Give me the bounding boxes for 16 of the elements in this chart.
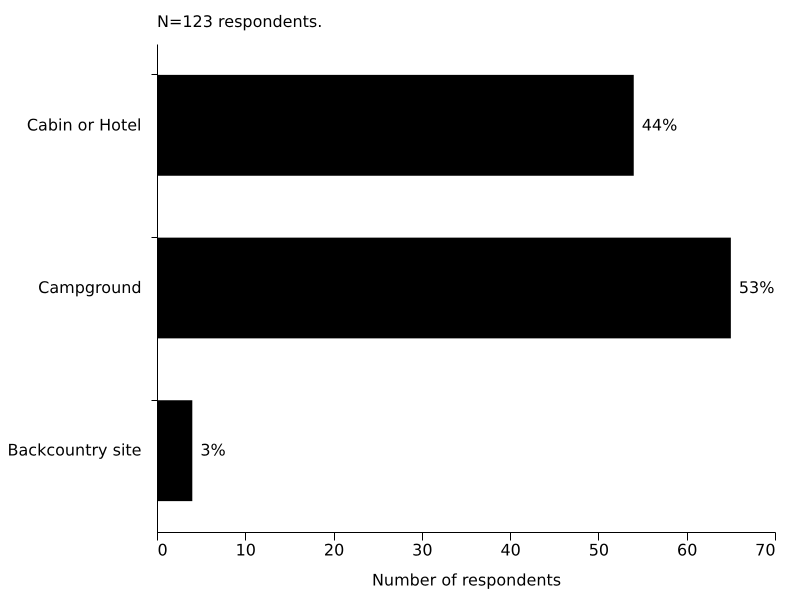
chart-title: N=123 respondents. [157,12,322,31]
x-tick-label: 20 [324,540,344,560]
y-tick-label: Campground [38,278,142,297]
annotation: 3% [200,440,226,460]
annotation: 44% [642,115,678,134]
x-tick-label: 50 [588,540,610,560]
annotation: 53% [738,278,774,297]
y-tick-label: Cabin or Hotel [26,115,142,134]
y-tick-label: Backcountry site [7,440,142,460]
x-axis-title: Number of respondents [372,570,562,590]
x-tick-label: 40 [500,540,521,560]
x-tick-label: 70 [755,540,776,560]
x-tick-label: 60 [677,540,698,560]
x-tick-label: 10 [236,540,256,560]
x-tick-label: 0 [158,540,168,560]
x-tick-label: 30 [412,540,433,560]
